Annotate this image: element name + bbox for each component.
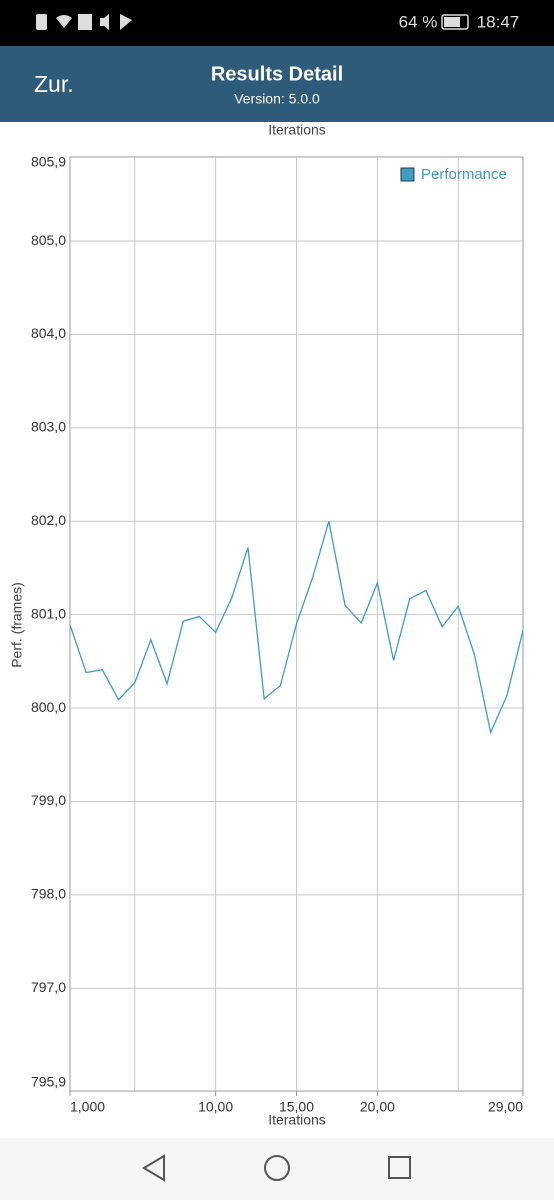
clock: 18:47 [477,12,520,31]
previous-x-label: Iterations [268,122,326,138]
y-tick-label: 798,0 [31,886,66,902]
y-tick-label: 801,0 [31,605,66,621]
nav-back[interactable] [142,1154,165,1182]
status-bar [0,0,554,46]
status-icons [36,14,132,30]
x-tick-label: 29,00 [488,1099,523,1115]
y-tick-label: 795,9 [31,1074,66,1090]
x-tick-label: 15,00 [279,1099,314,1115]
legend-label: Performance [421,166,507,183]
nav-bar [0,1138,554,1200]
header-title: Results Detail [211,63,343,85]
x-tick-label: 20,00 [360,1099,395,1115]
nav-home[interactable] [264,1155,290,1181]
x-axis-label: Iterations [268,1112,326,1128]
battery-level [444,17,460,27]
app-header [0,46,554,122]
legend-swatch [400,167,415,182]
y-tick-label: 804,0 [31,325,66,341]
x-tick-label: 10,00 [198,1099,233,1115]
y-tick-label: 799,0 [31,792,66,808]
header-subtitle: Version: 5.0.0 [234,91,320,107]
nav-recents[interactable] [388,1156,411,1179]
battery-percent: 64 % [399,12,438,31]
y-tick-label: 797,0 [31,979,66,995]
y-axis-label: Perf. (frames) [9,582,25,668]
battery-icon [441,14,469,30]
back-button[interactable]: Zur. [34,71,74,97]
y-tick-label: 805,9 [31,154,66,170]
x-tick-label: 1,000 [70,1099,105,1115]
y-tick-label: 803,0 [31,419,66,435]
y-tick-label: 805,0 [31,232,66,248]
series-line [69,521,524,735]
y-tick-label: 802,0 [31,512,66,528]
y-tick-label: 800,0 [31,699,66,715]
